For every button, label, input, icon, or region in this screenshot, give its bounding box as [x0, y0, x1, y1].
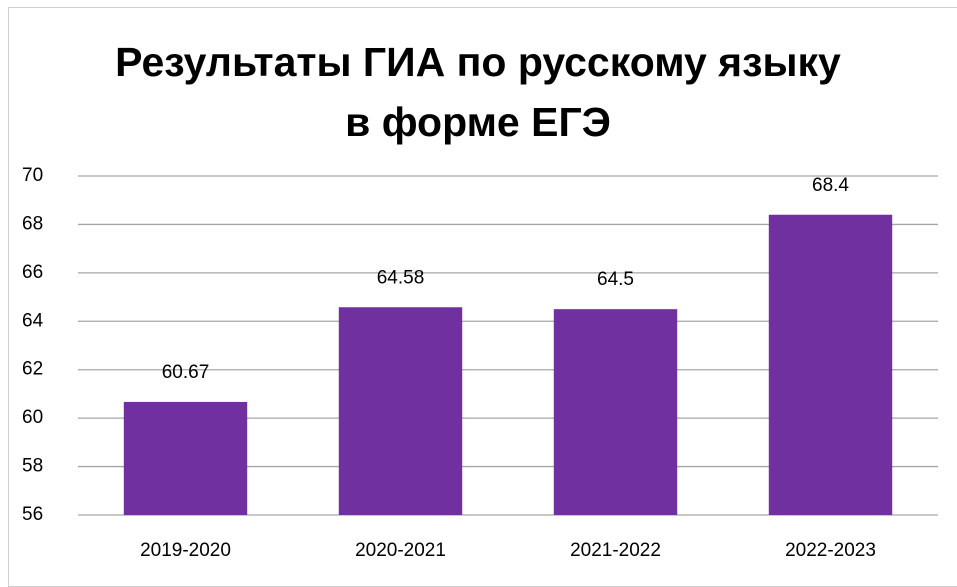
y-tick-label: 56 [22, 504, 43, 525]
bar [123, 401, 248, 515]
y-tick-label: 70 [22, 165, 43, 186]
data-label: 60.67 [162, 362, 210, 383]
data-label: 64.5 [597, 269, 634, 290]
bar [768, 214, 893, 515]
bar [338, 307, 463, 515]
y-tick-label: 60 [22, 407, 43, 428]
y-tick-label: 58 [22, 456, 43, 477]
x-tick-label: 2019-2020 [140, 540, 231, 561]
x-tick-label: 2020-2021 [355, 540, 446, 561]
y-tick-label: 68 [22, 213, 43, 234]
y-tick-label: 62 [22, 359, 43, 380]
chart-title: Результаты ГИА по русскому языку в форме… [115, 39, 841, 145]
data-label: 68.4 [812, 175, 849, 196]
x-tick-label: 2021-2022 [570, 540, 661, 561]
bar [553, 309, 678, 515]
y-tick-label: 64 [22, 310, 44, 331]
data-label: 64.58 [377, 267, 425, 288]
x-tick-label: 2022-2023 [785, 540, 876, 561]
y-tick-label: 66 [22, 262, 43, 283]
